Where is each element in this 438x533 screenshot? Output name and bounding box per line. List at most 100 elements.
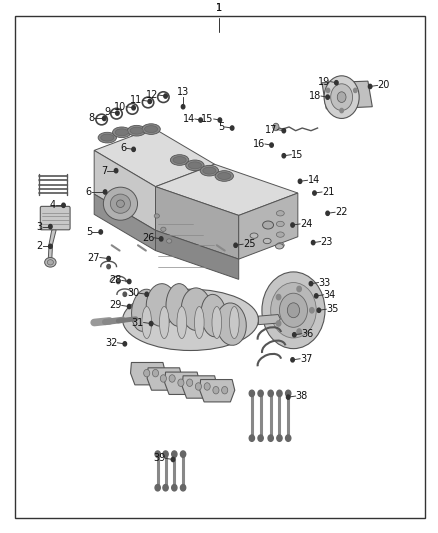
Circle shape <box>314 294 318 298</box>
Polygon shape <box>94 128 215 187</box>
Text: 22: 22 <box>335 207 348 217</box>
Text: 30: 30 <box>127 288 139 298</box>
Circle shape <box>49 244 52 248</box>
Text: 5: 5 <box>86 227 92 237</box>
Ellipse shape <box>117 200 124 207</box>
Circle shape <box>326 88 330 93</box>
Ellipse shape <box>45 257 56 267</box>
Ellipse shape <box>101 134 114 141</box>
Circle shape <box>286 390 291 397</box>
Ellipse shape <box>186 160 204 171</box>
Text: 29: 29 <box>110 301 122 311</box>
Ellipse shape <box>131 289 158 332</box>
Text: 15: 15 <box>291 150 304 160</box>
Text: 31: 31 <box>131 318 144 327</box>
Circle shape <box>311 240 315 245</box>
Text: 6: 6 <box>120 143 126 154</box>
Circle shape <box>127 279 131 284</box>
Ellipse shape <box>276 221 284 227</box>
Ellipse shape <box>201 294 226 337</box>
Circle shape <box>291 358 294 362</box>
Text: 23: 23 <box>321 237 333 247</box>
Circle shape <box>279 293 307 327</box>
Ellipse shape <box>146 284 176 326</box>
Ellipse shape <box>230 306 239 338</box>
Circle shape <box>218 118 222 122</box>
Circle shape <box>169 375 175 382</box>
Circle shape <box>297 329 301 334</box>
Circle shape <box>317 308 321 312</box>
Circle shape <box>159 237 163 241</box>
Ellipse shape <box>276 243 284 248</box>
Circle shape <box>326 211 329 215</box>
Circle shape <box>172 484 177 491</box>
Circle shape <box>249 435 254 441</box>
Text: 1: 1 <box>216 3 222 13</box>
Circle shape <box>123 292 127 296</box>
Circle shape <box>155 484 160 491</box>
Polygon shape <box>165 372 200 394</box>
Circle shape <box>234 243 237 247</box>
Circle shape <box>337 92 346 102</box>
Polygon shape <box>322 81 372 109</box>
Text: 14: 14 <box>183 114 195 124</box>
Text: 1: 1 <box>216 4 222 13</box>
Circle shape <box>145 292 148 296</box>
Circle shape <box>258 390 263 397</box>
Circle shape <box>313 191 316 195</box>
Polygon shape <box>239 193 298 259</box>
Circle shape <box>309 281 313 286</box>
Circle shape <box>273 123 279 131</box>
Text: 8: 8 <box>88 114 94 124</box>
Circle shape <box>282 128 286 133</box>
Circle shape <box>297 286 301 292</box>
Circle shape <box>107 264 110 269</box>
Circle shape <box>114 168 118 173</box>
Circle shape <box>204 383 210 390</box>
Polygon shape <box>155 187 239 259</box>
Ellipse shape <box>218 173 231 180</box>
Circle shape <box>276 321 281 326</box>
Text: 21: 21 <box>322 187 334 197</box>
Circle shape <box>163 451 168 457</box>
Text: 35: 35 <box>326 304 339 314</box>
Ellipse shape <box>115 129 128 136</box>
Polygon shape <box>94 194 155 251</box>
Ellipse shape <box>123 289 258 351</box>
Text: 6: 6 <box>86 187 92 197</box>
Circle shape <box>163 484 168 491</box>
Circle shape <box>127 304 131 309</box>
Circle shape <box>164 94 167 98</box>
Text: 14: 14 <box>307 175 320 185</box>
Polygon shape <box>131 362 166 385</box>
Circle shape <box>152 369 159 377</box>
Circle shape <box>107 256 110 261</box>
Ellipse shape <box>145 126 158 133</box>
Circle shape <box>335 80 338 85</box>
Circle shape <box>103 190 107 194</box>
Text: 27: 27 <box>87 253 100 263</box>
Circle shape <box>117 279 120 284</box>
Ellipse shape <box>203 167 216 174</box>
Ellipse shape <box>173 157 186 164</box>
Circle shape <box>268 435 273 441</box>
Ellipse shape <box>110 194 131 213</box>
Ellipse shape <box>161 227 166 231</box>
Circle shape <box>102 116 106 120</box>
Circle shape <box>270 143 273 147</box>
Text: 4: 4 <box>50 200 56 211</box>
Circle shape <box>62 203 65 207</box>
Ellipse shape <box>262 221 273 229</box>
Ellipse shape <box>263 238 271 244</box>
Ellipse shape <box>188 162 201 169</box>
Circle shape <box>271 282 316 338</box>
FancyBboxPatch shape <box>40 206 70 230</box>
Circle shape <box>282 154 286 158</box>
Polygon shape <box>48 228 56 261</box>
Ellipse shape <box>98 132 117 143</box>
Text: 32: 32 <box>105 338 117 348</box>
Circle shape <box>172 451 177 457</box>
Text: 38: 38 <box>296 391 308 401</box>
Ellipse shape <box>154 214 159 218</box>
Polygon shape <box>94 150 155 230</box>
